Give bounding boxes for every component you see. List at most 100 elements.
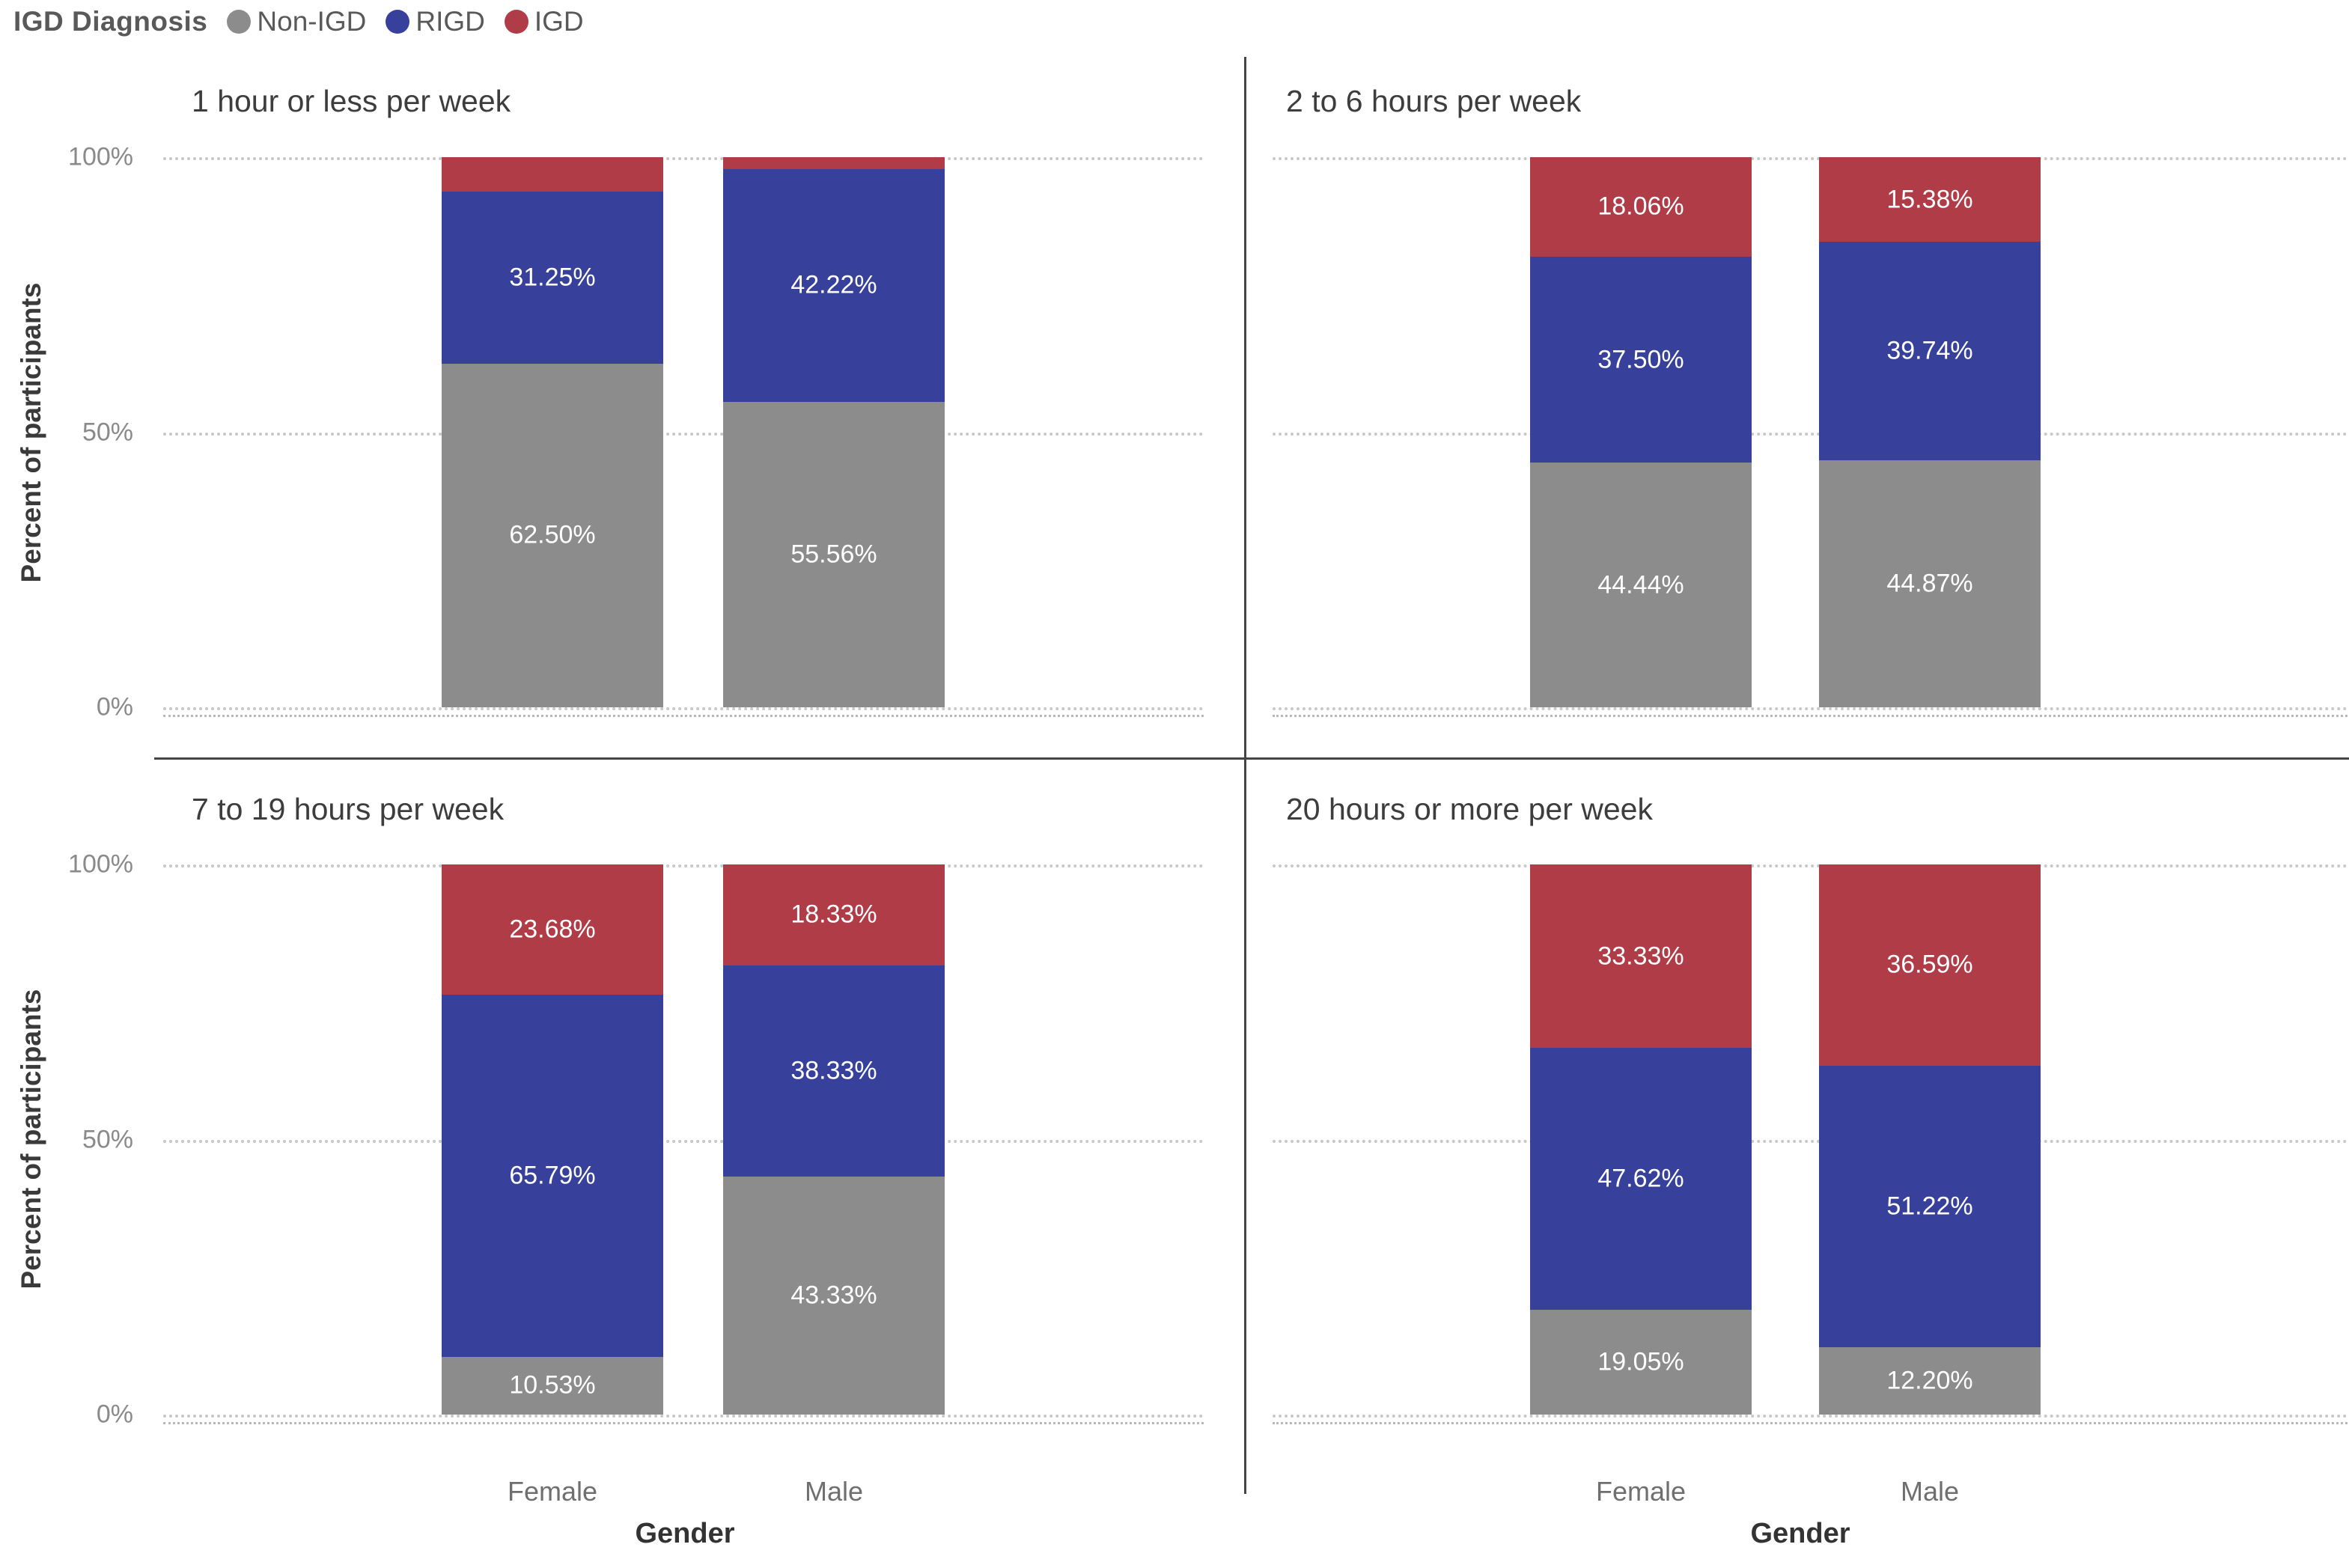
segment-value-label: 31.25%: [509, 263, 596, 292]
gridline: [1273, 157, 2348, 160]
stacked-bar-male: 55.56% 42.22%: [723, 157, 945, 707]
segment-value-label: 18.33%: [790, 900, 877, 929]
legend-title: IGD Diagnosis: [13, 6, 208, 37]
y-tick-100: 100%: [68, 142, 133, 171]
segment-value-label: 37.50%: [1597, 345, 1684, 374]
panel-title-7-19h: 7 to 19 hours per week: [192, 792, 505, 826]
segment-value-label: 19.05%: [1597, 1347, 1684, 1376]
axis-tick-row: [1273, 1422, 2348, 1424]
stacked-bar-female: 10.53% 65.79% 23.68%: [442, 864, 663, 1415]
gridline: [1273, 1415, 2348, 1418]
segment-value-label: 39.74%: [1886, 336, 1973, 365]
x-tick-male: Male: [1900, 1476, 1960, 1507]
gridline: [1273, 433, 2348, 436]
bar-segment-igd[interactable]: 18.06%: [1530, 157, 1752, 257]
x-axis-title-left: Gender: [635, 1518, 735, 1549]
legend-item-igd[interactable]: IGD: [504, 6, 584, 37]
axis-tick-row: [163, 715, 1204, 717]
bar-segment-igd[interactable]: 18.33%: [723, 864, 945, 965]
bar-segment-rigd[interactable]: 65.79%: [442, 995, 663, 1357]
gridline: [1273, 864, 2348, 867]
y-tick-0: 0%: [96, 1400, 133, 1429]
legend-item-non-igd[interactable]: Non-IGD: [227, 6, 366, 37]
segment-value-label: 33.33%: [1597, 942, 1684, 970]
legend-item-label: RIGD: [415, 6, 485, 37]
bar-segment-rigd[interactable]: 37.50%: [1530, 256, 1752, 463]
gridline: [163, 1415, 1204, 1418]
panel-title-1h-or-less: 1 hour or less per week: [192, 84, 511, 118]
segment-value-label: 38.33%: [790, 1056, 877, 1085]
segment-value-label: 36.59%: [1886, 950, 1973, 979]
gridline: [1273, 1140, 2348, 1143]
stacked-bar-male: 43.33% 38.33% 18.33%: [723, 864, 945, 1415]
axis-tick-row: [163, 1422, 1204, 1424]
panel-divider-vertical: [1244, 57, 1246, 1494]
segment-value-label: 18.06%: [1597, 192, 1684, 221]
segment-value-label: 10.53%: [509, 1370, 596, 1400]
segment-value-label: 51.22%: [1886, 1192, 1973, 1221]
non-igd-swatch-icon: [227, 10, 252, 34]
y-tick-50: 50%: [82, 418, 133, 447]
bar-segment-igd[interactable]: 15.38%: [1819, 157, 2041, 242]
bar-segment-rigd[interactable]: 31.25%: [442, 191, 663, 364]
panel-title-2-6h: 2 to 6 hours per week: [1286, 84, 1582, 118]
legend-item-label: IGD: [534, 6, 584, 37]
bar-segment-non-igd[interactable]: 44.87%: [1819, 460, 2041, 707]
segment-value-label: 44.44%: [1597, 570, 1684, 600]
gridline: [163, 864, 1204, 867]
segment-value-label: 43.33%: [790, 1281, 877, 1310]
legend-item-rigd[interactable]: RIGD: [386, 6, 485, 37]
bar-segment-rigd[interactable]: 42.22%: [723, 169, 945, 402]
segment-value-label: 23.68%: [509, 915, 596, 944]
stacked-bar-female: 19.05% 47.62% 33.33%: [1530, 864, 1752, 1415]
panel-title-20h-or-more: 20 hours or more per week: [1286, 792, 1653, 826]
bar-segment-non-igd[interactable]: 43.33%: [723, 1176, 945, 1415]
x-axis-title-right: Gender: [1750, 1518, 1850, 1549]
bar-segment-igd[interactable]: 36.59%: [1819, 864, 2041, 1066]
gridline: [163, 1140, 1204, 1143]
segment-value-label: 44.87%: [1886, 569, 1973, 598]
bar-segment-igd[interactable]: [723, 157, 945, 170]
bar-segment-igd[interactable]: 23.68%: [442, 864, 663, 995]
bar-segment-non-igd[interactable]: 10.53%: [442, 1356, 663, 1415]
segment-value-label: 12.20%: [1886, 1366, 1973, 1395]
bar-segment-rigd[interactable]: 51.22%: [1819, 1065, 2041, 1348]
bar-segment-non-igd[interactable]: 44.44%: [1530, 463, 1752, 707]
segment-value-label: 55.56%: [790, 540, 877, 569]
gridline: [163, 157, 1204, 160]
segment-value-label: 65.79%: [509, 1161, 596, 1190]
x-tick-female: Female: [507, 1476, 598, 1507]
stacked-bar-female: 44.44% 37.50% 18.06%: [1530, 157, 1752, 707]
bar-segment-non-igd[interactable]: 19.05%: [1530, 1309, 1752, 1415]
y-tick-0: 0%: [96, 692, 133, 722]
bar-segment-igd[interactable]: [442, 157, 663, 192]
legend-item-label: Non-IGD: [257, 6, 367, 37]
axis-tick-row: [1273, 715, 2348, 717]
rigd-swatch-icon: [386, 10, 410, 34]
y-tick-100: 100%: [68, 849, 133, 879]
bar-segment-non-igd[interactable]: 55.56%: [723, 401, 945, 707]
legend: IGD Diagnosis Non-IGD RIGD IGD: [13, 6, 584, 37]
bar-segment-rigd[interactable]: 38.33%: [723, 965, 945, 1177]
gridline: [1273, 707, 2348, 710]
bar-segment-non-igd[interactable]: 12.20%: [1819, 1347, 2041, 1415]
y-tick-50: 50%: [82, 1125, 133, 1154]
gridline: [163, 707, 1204, 710]
stacked-bar-female: 62.50% 31.25%: [442, 157, 663, 707]
segment-value-label: 47.62%: [1597, 1164, 1684, 1193]
bar-segment-rigd[interactable]: 39.74%: [1819, 242, 2041, 461]
gridline: [163, 433, 1204, 436]
stacked-bar-male: 44.87% 39.74% 15.38%: [1819, 157, 2041, 707]
panel-divider-horizontal: [154, 757, 2349, 760]
bar-segment-igd[interactable]: 33.33%: [1530, 864, 1752, 1048]
igd-swatch-icon: [504, 10, 528, 34]
x-tick-male: Male: [804, 1476, 864, 1507]
stacked-bar-male: 12.20% 51.22% 36.59%: [1819, 864, 2041, 1415]
x-tick-female: Female: [1595, 1476, 1687, 1507]
segment-value-label: 15.38%: [1886, 185, 1973, 214]
bar-segment-rigd[interactable]: 47.62%: [1530, 1047, 1752, 1310]
bar-segment-non-igd[interactable]: 62.50%: [442, 363, 663, 707]
segment-value-label: 42.22%: [790, 270, 877, 299]
segment-value-label: 62.50%: [509, 520, 596, 549]
